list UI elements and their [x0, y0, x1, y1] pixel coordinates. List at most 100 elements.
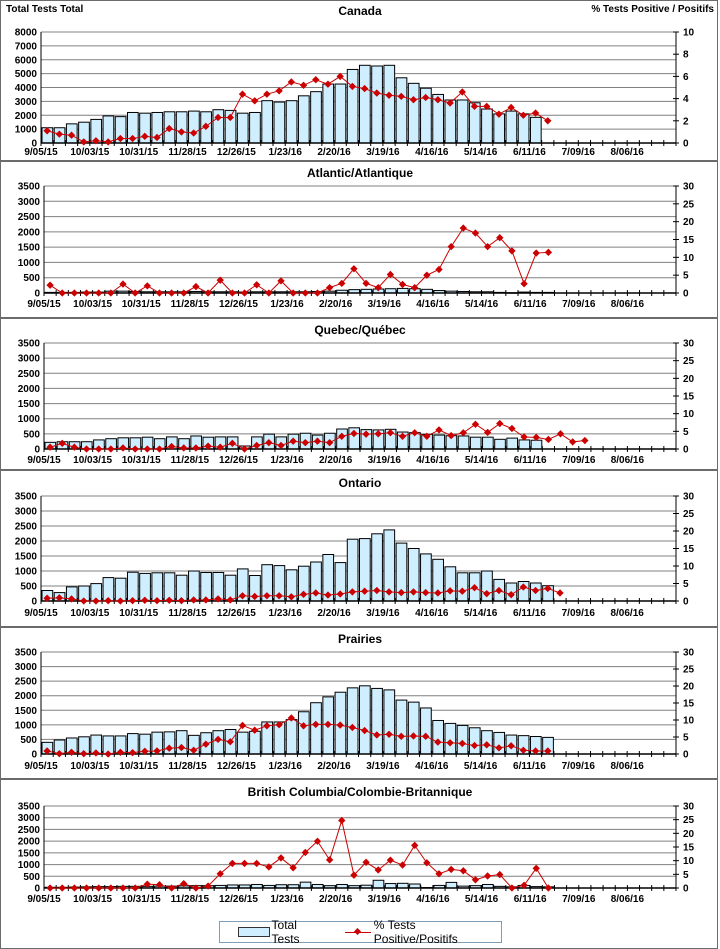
y-tick-label: 2000 — [18, 837, 41, 848]
y-tick-label: 3500 — [15, 492, 38, 503]
point-percent-positive — [324, 591, 332, 599]
point-percent-positive — [275, 592, 283, 600]
y2-axis-title: % Tests Positive / Positifs — [591, 4, 714, 15]
point-percent-positive — [397, 588, 405, 597]
bar-total-tests — [456, 724, 469, 755]
point-percent-positive — [70, 289, 79, 297]
point-percent-positive — [447, 242, 455, 251]
y-tick-label: 3000 — [18, 813, 41, 824]
point-percent-positive — [228, 439, 237, 448]
point-percent-positive — [128, 134, 137, 143]
x-tick-label: 10/03/15 — [73, 455, 112, 466]
x-tick-label: 11/28/15 — [171, 894, 210, 905]
point-percent-positive — [544, 248, 553, 257]
bar-total-tests — [188, 570, 200, 602]
x-tick-label: 4/16/16 — [415, 761, 449, 772]
y-tick-label: 3000 — [15, 662, 38, 673]
point-percent-positive — [289, 437, 297, 445]
bar-total-tests — [493, 113, 506, 144]
point-percent-positive — [58, 289, 66, 297]
x-tick-label: 12/26/15 — [217, 147, 256, 158]
point-percent-positive — [470, 741, 479, 750]
point-percent-positive — [143, 880, 151, 888]
point-percent-positive — [531, 586, 540, 595]
point-percent-positive — [386, 429, 395, 437]
y-tick-label: 3500 — [18, 339, 41, 350]
x-tick-label: 6/11/16 — [513, 761, 546, 772]
point-percent-positive — [519, 746, 528, 754]
point-percent-positive — [446, 739, 454, 747]
y2-tick-label: 0 — [683, 750, 689, 761]
point-percent-positive — [544, 884, 553, 892]
point-percent-positive — [446, 587, 454, 595]
point-percent-positive — [107, 289, 115, 297]
point-percent-positive — [471, 876, 480, 884]
y-tick-label: 2000 — [15, 691, 38, 702]
y2-tick-label: 25 — [683, 815, 695, 826]
point-percent-positive — [520, 280, 528, 288]
point-percent-positive — [409, 96, 418, 104]
bar-total-tests — [126, 571, 139, 602]
bar-total-tests — [346, 687, 359, 755]
x-tick-label: 11/28/15 — [168, 608, 207, 619]
y2-tick-label: 5 — [683, 427, 689, 438]
point-percent-positive — [531, 747, 540, 755]
bar-total-tests — [457, 435, 470, 450]
y-tick-label: 500 — [23, 273, 40, 284]
x-tick-label: 5/14/16 — [465, 299, 499, 310]
y2-tick-label: 15 — [683, 843, 695, 854]
bar-total-tests — [468, 727, 481, 755]
point-percent-positive — [459, 224, 467, 232]
point-percent-positive — [301, 289, 309, 297]
point-percent-positive — [46, 884, 54, 892]
legend-bar-swatch-icon — [238, 927, 270, 937]
point-percent-positive — [214, 595, 222, 603]
point-percent-positive — [338, 432, 346, 440]
point-percent-positive — [360, 84, 369, 93]
point-percent-positive — [177, 596, 186, 605]
x-tick-label: 3/19/16 — [368, 894, 402, 905]
y2-tick-label: 25 — [683, 356, 695, 367]
point-percent-positive — [128, 748, 137, 757]
y2-tick-label: 30 — [683, 492, 695, 503]
y-tick-label: 1500 — [18, 399, 41, 410]
y-tick-label: 500 — [23, 429, 40, 440]
point-percent-positive — [423, 432, 431, 440]
point-percent-positive — [350, 265, 358, 273]
y-tick-label: 2000 — [18, 227, 41, 238]
bar-total-tests — [346, 68, 359, 144]
bar-total-tests — [432, 719, 444, 755]
x-tick-label: 10/03/15 — [73, 299, 112, 310]
y-tick-label: 3000 — [18, 197, 41, 208]
point-percent-positive — [287, 593, 296, 601]
x-tick-label: 12/26/15 — [219, 894, 258, 905]
x-tick-label: 5/14/16 — [464, 608, 498, 619]
bar-total-tests — [188, 110, 200, 144]
y-tick-label: 0 — [31, 597, 37, 608]
point-percent-positive — [483, 872, 492, 880]
bar-total-tests — [139, 572, 151, 602]
y-tick-label: 1000 — [18, 258, 41, 269]
x-tick-label: 1/23/16 — [269, 761, 303, 772]
point-percent-positive — [92, 137, 100, 145]
point-percent-positive — [374, 283, 382, 292]
x-tick-label: 11/28/15 — [168, 147, 207, 158]
bar-total-tests — [456, 572, 469, 602]
point-percent-positive — [495, 586, 503, 595]
x-tick-label: 9/05/15 — [24, 147, 58, 158]
point-percent-positive — [434, 589, 442, 597]
x-tick-label: 5/14/16 — [464, 761, 498, 772]
x-tick-label: 3/19/16 — [366, 761, 400, 772]
point-percent-positive — [348, 723, 357, 732]
x-tick-label: 4/16/16 — [416, 299, 450, 310]
point-percent-positive — [119, 884, 127, 892]
y2-tick-label: 10 — [683, 562, 695, 573]
y2-tick-label: 0 — [683, 139, 689, 150]
point-percent-positive — [263, 722, 271, 730]
y2-tick-label: 20 — [683, 374, 695, 385]
y-tick-label: 500 — [20, 582, 37, 593]
bar-total-tests — [529, 116, 542, 144]
point-percent-positive — [483, 589, 491, 598]
x-tick-label: 1/23/16 — [270, 455, 304, 466]
point-percent-positive — [287, 714, 296, 722]
